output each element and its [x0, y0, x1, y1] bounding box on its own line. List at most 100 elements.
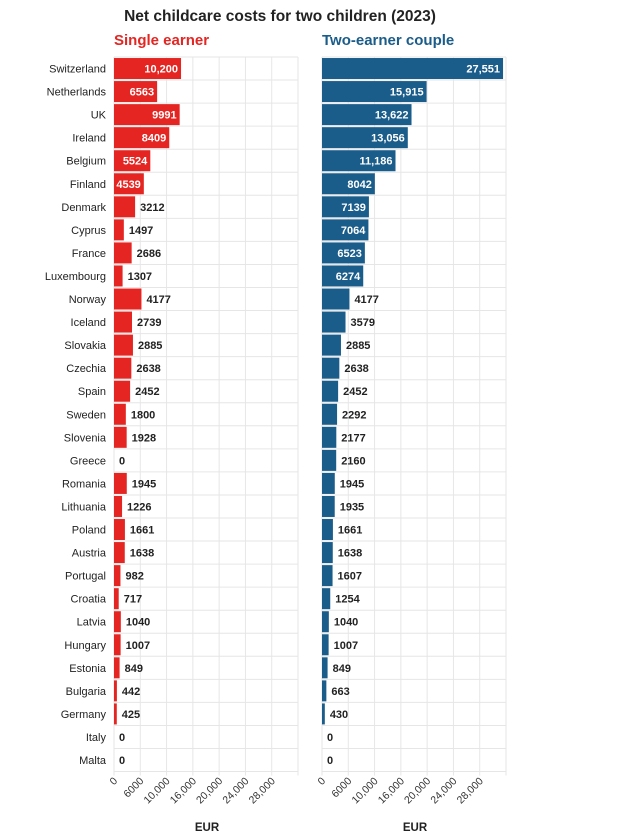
- bar-single: [114, 495, 123, 517]
- category-label: Slovakia: [64, 340, 106, 352]
- bar-single: [114, 219, 124, 241]
- x-tick-label: 20,000: [402, 775, 433, 806]
- x-axis-label-couple: EUR: [403, 822, 428, 834]
- data-label-couple: 1945: [340, 478, 364, 490]
- bar-single: [114, 334, 133, 356]
- bar-single: [114, 611, 121, 633]
- x-tick-label: 28,000: [455, 775, 486, 806]
- x-tick-label: 24,000: [428, 775, 459, 806]
- bar-single: [114, 380, 131, 402]
- category-label: Croatia: [71, 594, 107, 606]
- bar-couple: [322, 242, 365, 264]
- data-label-single: 0: [119, 755, 125, 767]
- bar-couple: [322, 403, 338, 425]
- bar-single: [114, 403, 126, 425]
- category-label: Slovenia: [64, 432, 107, 444]
- data-label-single: 0: [119, 732, 125, 744]
- data-label-couple: 849: [333, 663, 351, 675]
- category-label: Spain: [78, 386, 106, 398]
- data-label-single: 0: [119, 455, 125, 467]
- x-tick-label: 24,000: [220, 775, 251, 806]
- x-tick-label: 16,000: [376, 775, 407, 806]
- category-label: Bulgaria: [66, 686, 107, 698]
- data-label-single: 1945: [132, 478, 156, 490]
- category-label: Netherlands: [47, 87, 107, 99]
- data-label-couple: 7064: [341, 225, 366, 237]
- data-label-couple: 2160: [341, 455, 365, 467]
- data-label-single: 2739: [137, 317, 161, 329]
- data-label-single: 1928: [132, 432, 156, 444]
- category-labels: Switzerland Netherlands UK Ireland Belgium Fi…: [45, 64, 107, 768]
- data-label-couple: 1661: [338, 525, 362, 537]
- data-label-couple: 430: [330, 709, 348, 721]
- bar-single: [114, 680, 117, 702]
- data-label-single: 1638: [130, 548, 154, 560]
- bar-couple: [322, 173, 375, 195]
- data-label-single: 2452: [135, 386, 159, 398]
- data-label-couple: 3579: [351, 317, 375, 329]
- data-label-couple: 1607: [338, 571, 362, 583]
- grid-layer: [113, 56, 507, 776]
- x-tick-label: 28,000: [247, 775, 278, 806]
- data-label-single: 1040: [126, 617, 150, 629]
- data-label-single: 2885: [138, 340, 162, 352]
- category-label: Finland: [70, 179, 106, 191]
- data-label-couple: 15,915: [390, 87, 424, 99]
- bar-couple: [322, 426, 337, 448]
- bar-couple: [322, 265, 364, 287]
- bar-single: [114, 426, 127, 448]
- bar-couple: [322, 680, 327, 702]
- category-label: Latvia: [77, 617, 107, 629]
- bar-couple: [322, 449, 337, 471]
- data-label-couple: 2638: [344, 363, 368, 375]
- category-label: France: [72, 248, 106, 260]
- data-label-couple: 7139: [341, 202, 365, 214]
- bar-couple: [322, 495, 335, 517]
- category-label: Czechia: [66, 363, 107, 375]
- category-label: Cyprus: [71, 225, 106, 237]
- bar-couple: [322, 219, 369, 241]
- x-tick-label: 20,000: [194, 775, 225, 806]
- data-label-couple: 1007: [334, 640, 358, 652]
- category-label: Norway: [69, 294, 107, 306]
- data-label-single: 4539: [116, 179, 140, 191]
- data-label-single: 9991: [152, 110, 176, 122]
- data-label-single: 717: [124, 594, 142, 606]
- data-label-couple: 13,056: [371, 133, 405, 145]
- data-label-single: 1800: [131, 409, 155, 421]
- data-label-single: 10,200: [144, 64, 178, 76]
- category-label: Iceland: [71, 317, 106, 329]
- chart-title: Net childcare costs for two children (20…: [124, 8, 436, 25]
- category-label: Luxembourg: [45, 271, 106, 283]
- category-label: Hungary: [64, 640, 106, 652]
- bar-single: [114, 311, 132, 333]
- bar-single: [114, 288, 142, 310]
- bar-single: [114, 242, 132, 264]
- bar-couple: [322, 150, 396, 172]
- bar-single: [114, 588, 119, 610]
- data-label-couple: 1040: [334, 617, 358, 629]
- bar-couple: [322, 58, 504, 80]
- data-label-single: 8409: [142, 133, 166, 145]
- data-label-single: 1661: [130, 525, 154, 537]
- category-label: Belgium: [66, 156, 106, 168]
- data-label-single: 4177: [146, 294, 170, 306]
- data-label-single: 442: [122, 686, 140, 698]
- bar-single: [114, 150, 151, 172]
- bar-couple: [322, 519, 333, 541]
- data-label-single: 1307: [128, 271, 152, 283]
- bar-single: [114, 357, 132, 379]
- category-label: UK: [91, 110, 107, 122]
- bar-couple: [322, 565, 333, 587]
- data-label-single: 1007: [126, 640, 150, 652]
- data-label-single: 5524: [123, 156, 148, 168]
- bar-couple: [322, 81, 427, 103]
- data-label-single: 3212: [140, 202, 164, 214]
- bar-couple: [322, 196, 369, 218]
- data-label-single: 849: [125, 663, 143, 675]
- category-label: Denmark: [61, 202, 106, 214]
- bar-couple: [322, 611, 329, 633]
- data-label-single: 2686: [137, 248, 161, 260]
- data-label-couple: 2452: [343, 386, 367, 398]
- bar-single: [114, 58, 182, 80]
